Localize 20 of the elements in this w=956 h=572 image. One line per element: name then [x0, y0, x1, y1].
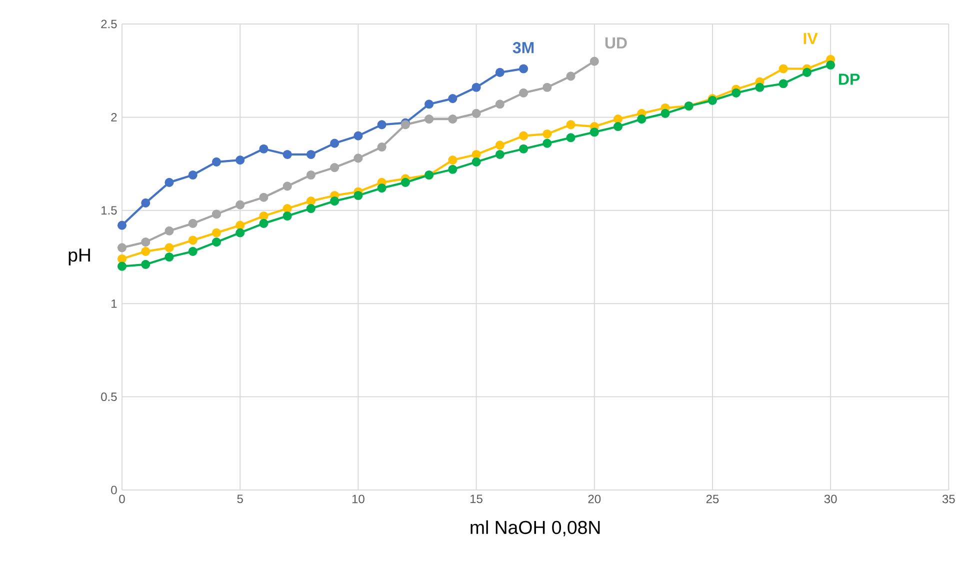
- x-axis-title: ml NaOH 0,08N: [470, 520, 600, 536]
- y-tick-label: 1.5: [102, 206, 117, 215]
- x-tick-label: 20: [588, 494, 601, 504]
- y-tick-label: 0: [111, 486, 117, 494]
- x-tick-label: 30: [824, 494, 837, 504]
- y-tick-label: 2.5: [101, 20, 117, 28]
- series-label: DP: [839, 74, 860, 85]
- x-tick-label: 10: [352, 494, 364, 504]
- y-tick-label: 1: [112, 299, 117, 308]
- y-tick-label: 0.5: [101, 392, 117, 402]
- x-tick-label: 25: [706, 494, 719, 504]
- y-tick-label: 2: [111, 113, 117, 122]
- x-tick-label: 35: [942, 494, 955, 504]
- series-label: UD: [605, 37, 627, 49]
- y-axis-title: pH: [68, 248, 90, 266]
- x-tick-label: 5: [237, 494, 243, 504]
- x-tick-label: 0: [119, 494, 125, 504]
- x-tick-label: 15: [470, 494, 482, 504]
- series-label: IV: [804, 33, 818, 44]
- series-label: 3M: [512, 42, 534, 54]
